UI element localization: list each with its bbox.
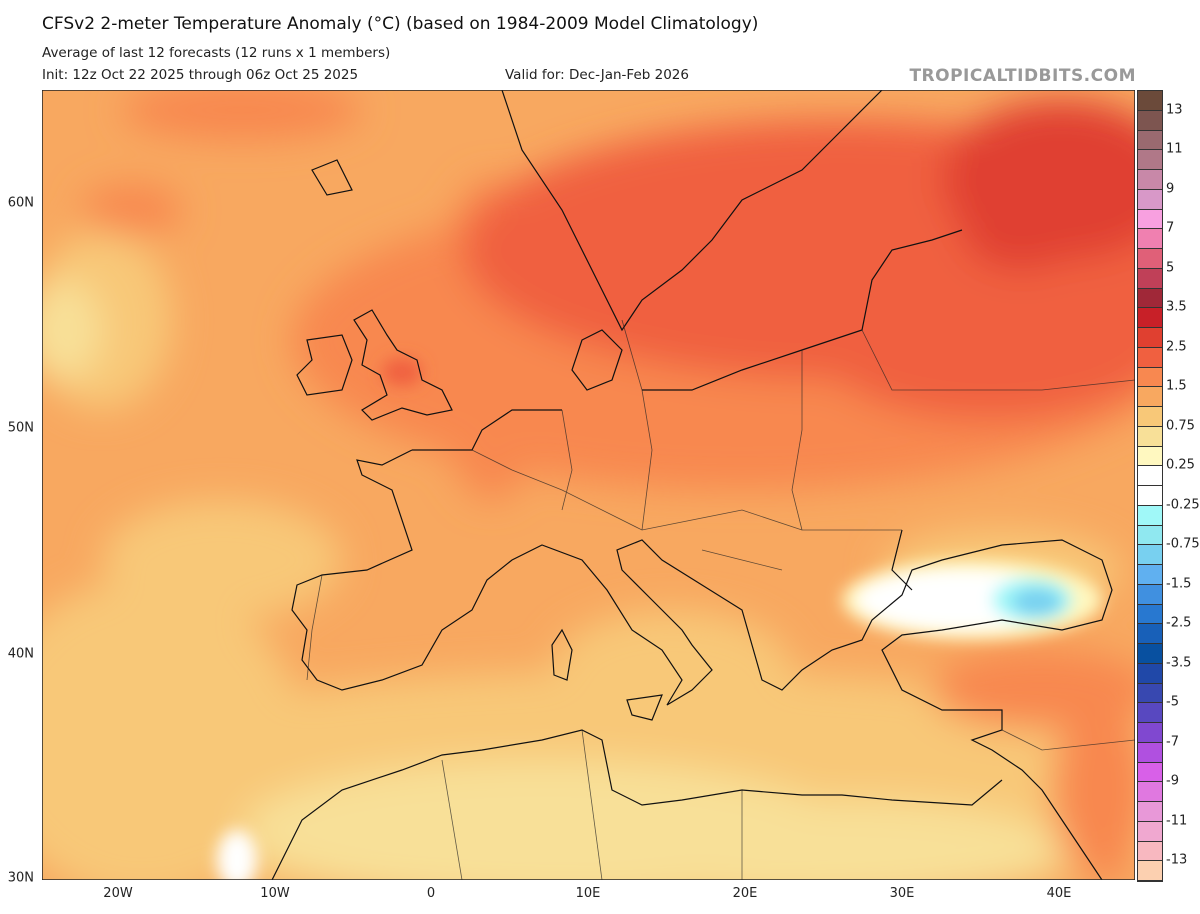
colorbar-label: -11 [1166, 813, 1188, 829]
lon-label: 0 [426, 886, 436, 901]
colorbar-bin [1138, 782, 1162, 802]
lon-label: 20E [732, 886, 758, 901]
colorbar-label: 7 [1166, 220, 1175, 236]
colorbar-label: 1.5 [1166, 378, 1187, 394]
colorbar-bin [1138, 802, 1162, 822]
colorbar-bin [1138, 328, 1162, 348]
colorbar-label: -9 [1166, 773, 1179, 789]
colorbar-label: -13 [1166, 852, 1188, 868]
colorbar-bin [1138, 387, 1162, 407]
valid-period: Valid for: Dec-Jan-Feb 2026 [505, 67, 689, 83]
lon-label: 40E [1046, 886, 1072, 901]
colorbar-bin [1138, 347, 1162, 368]
colorbar-label: -1.5 [1166, 576, 1192, 592]
colorbar-bin [1138, 624, 1162, 644]
colorbar-label: -7 [1166, 734, 1179, 750]
figure-title: CFSv2 2-meter Temperature Anomaly (°C) (… [42, 14, 759, 34]
colorbar-label: -0.75 [1166, 536, 1200, 552]
lon-label: 20W [103, 886, 133, 901]
init-time: Init: 12z Oct 22 2025 through 06z Oct 25… [42, 67, 359, 83]
colorbar-bin [1138, 742, 1162, 763]
colorbar-bin [1138, 486, 1162, 506]
colorbar-bin [1138, 762, 1162, 783]
colorbar-label: 0.25 [1166, 457, 1195, 473]
colorbar-bin [1138, 861, 1162, 881]
colorbar-bin [1138, 466, 1162, 486]
colorbar-bin [1138, 91, 1162, 111]
colorbar-bin [1138, 821, 1162, 842]
lon-label: 10E [575, 886, 601, 901]
colorbar-label: 3.5 [1166, 299, 1187, 315]
colorbar-bin [1138, 841, 1162, 862]
lat-label: 30N [7, 870, 34, 886]
colorbar-label: 9 [1166, 181, 1175, 197]
colorbar-bin [1138, 505, 1162, 526]
colorbar-bin [1138, 545, 1162, 565]
black-sea-cool-anomaly [217, 358, 1102, 880]
colorbar-label: 13 [1166, 102, 1183, 118]
country-borders [306, 319, 1135, 880]
colorbar-bin [1138, 189, 1162, 210]
colorbar-bin [1138, 525, 1162, 546]
colorbar-bin [1138, 249, 1162, 269]
colorbar-bin [1138, 288, 1162, 309]
colorbar-label: -3.5 [1166, 655, 1192, 671]
colorbar-bin [1138, 703, 1162, 723]
colorbar-bin [1138, 584, 1162, 605]
colorbar-bin [1138, 268, 1162, 289]
colorbar-bin [1138, 229, 1162, 249]
colorbar-bin [1138, 565, 1162, 585]
colorbar-bin [1138, 407, 1162, 427]
colorbar-label: 0.75 [1166, 418, 1195, 434]
colorbar-bin [1138, 683, 1162, 704]
anomaly-shading [42, 90, 1135, 880]
colorbar-bin [1138, 663, 1162, 684]
colorbar-bin [1138, 308, 1162, 328]
lon-label: 30E [889, 886, 915, 901]
colorbar-bin [1138, 426, 1162, 447]
colorbar-bin [1138, 644, 1162, 664]
lon-label: 10W [260, 886, 290, 901]
colorbar [1137, 90, 1163, 882]
lat-label: 40N [7, 646, 34, 662]
figure-subtitle: Average of last 12 forecasts (12 runs x … [42, 45, 391, 61]
colorbar-bin [1138, 446, 1162, 467]
brand-watermark: TROPICALTIDBITS.COM [909, 66, 1136, 86]
lat-label: 60N [7, 195, 34, 211]
colorbar-label: -2.5 [1166, 615, 1192, 631]
colorbar-label: 2.5 [1166, 339, 1187, 355]
colorbar-label: 11 [1166, 141, 1183, 157]
colorbar-bin [1138, 110, 1162, 131]
colorbar-bin [1138, 130, 1162, 151]
colorbar-bin [1138, 150, 1162, 170]
colorbar-label: -0.25 [1166, 497, 1200, 513]
colorbar-bin [1138, 367, 1162, 388]
colorbar-label: -5 [1166, 694, 1179, 710]
colorbar-label: 5 [1166, 260, 1175, 276]
anomaly-map [42, 90, 1135, 880]
colorbar-bin [1138, 723, 1162, 743]
colorbar-bin [1138, 170, 1162, 190]
lat-label: 50N [7, 420, 34, 436]
colorbar-bin [1138, 209, 1162, 230]
colorbar-bin [1138, 604, 1162, 625]
